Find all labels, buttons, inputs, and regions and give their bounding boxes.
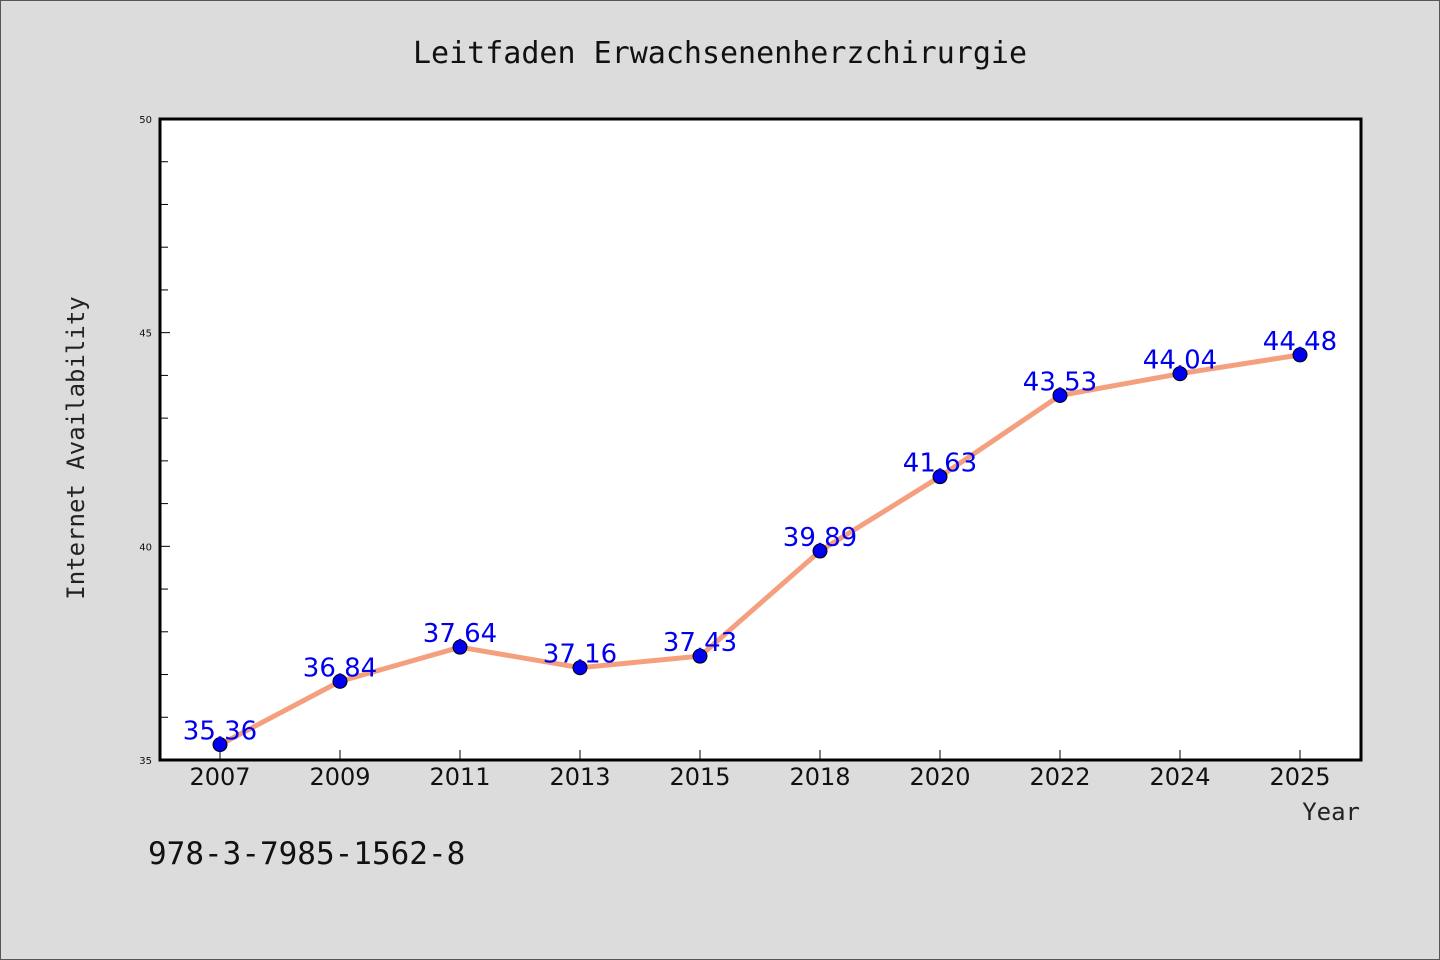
data-label: 37.43 [663,628,737,658]
x-tick-label: 2018 [789,763,850,791]
x-tick-label: 2024 [1149,763,1210,791]
series-line [217,352,1303,748]
data-point [572,660,588,676]
x-axis-label: Year [1302,798,1360,826]
data-label: 43.53 [1023,367,1097,397]
x-tick-label: 2013 [549,763,610,791]
data-point [332,673,348,689]
data-point [1052,387,1068,403]
y-tick-label: 50 [139,115,152,126]
x-tick-label: 2015 [669,763,730,791]
data-label: 44.48 [1263,327,1337,357]
data-point [1292,347,1308,363]
x-tick-label: 2007 [189,763,250,791]
x-axis-ticks: 2007 2009 2011 2013 2015 2018 2020 2022 2024 2025 [189,750,1331,791]
x-tick-label: 2022 [1029,763,1090,791]
data-point [1172,366,1188,382]
y-tick-label: 35 [139,756,152,767]
data-point [932,469,948,485]
data-point [212,737,228,753]
data-markers [212,347,1308,753]
data-label: 35.36 [183,717,257,747]
x-tick-label: 2009 [309,763,370,791]
data-point [692,648,708,664]
isbn-text: 978-3-7985-1562-8 [148,836,465,872]
x-tick-label: 2020 [909,763,970,791]
x-tick-label: 2011 [429,763,490,791]
data-label: 37.16 [543,640,617,670]
plot-area [158,117,1363,762]
y-tick-label: 45 [139,329,152,340]
y-axis-label: Internet Availability [62,296,90,599]
data-point [812,543,828,559]
x-tick-label: 2025 [1269,763,1330,791]
data-label: 39.89 [783,523,857,553]
y-axis-ticks: 35 40 45 50 [139,115,170,767]
data-point [452,639,468,655]
data-labels: 35.36 36.84 37.64 37.16 37.43 39.89 41.63 43.53… [183,327,1337,747]
data-label: 36.84 [303,653,377,683]
data-label: 41.63 [903,449,977,479]
y-tick-label: 40 [139,542,152,553]
chart-title: Leitfaden Erwachsenenherzchirurgie [413,36,1027,71]
data-label: 37.64 [423,619,497,649]
data-label: 44.04 [1143,346,1217,376]
